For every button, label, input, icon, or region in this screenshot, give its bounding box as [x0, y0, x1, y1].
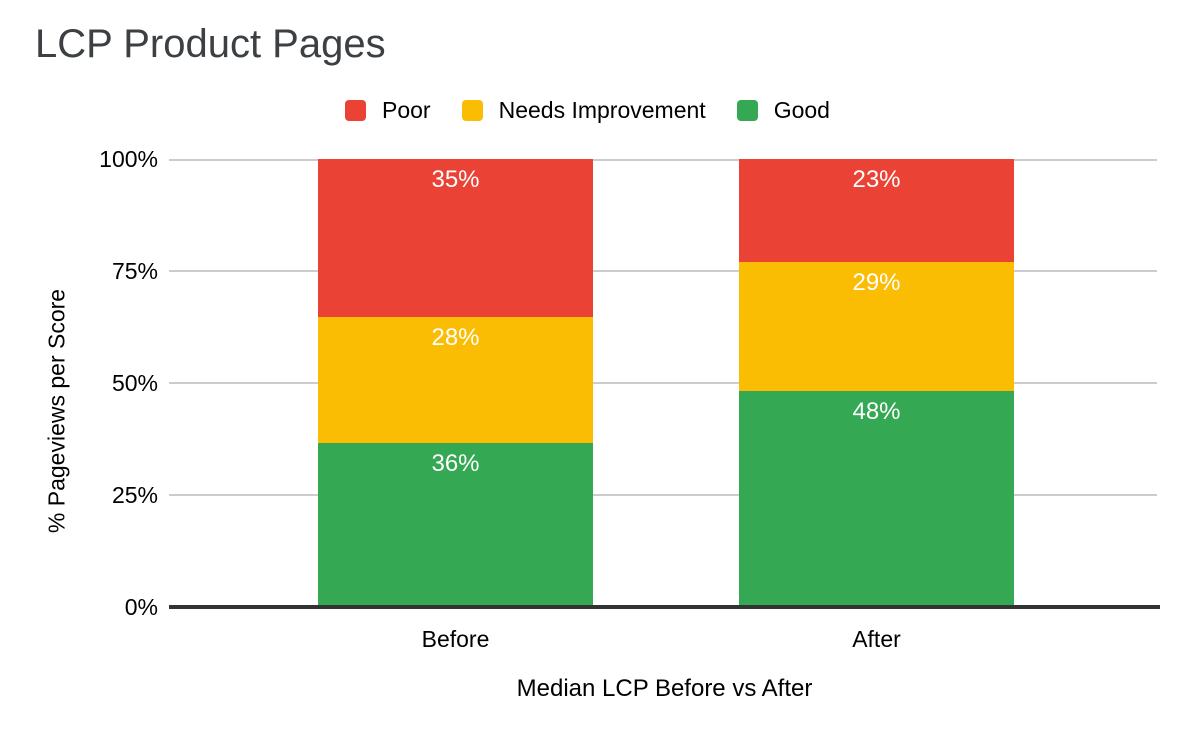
legend-swatch-good-icon — [736, 99, 758, 121]
y-tick-label-0: 0% — [124, 594, 158, 620]
x-category-label-after: After — [852, 626, 901, 652]
gridline-25 — [169, 494, 1157, 496]
bar-segment-label: 28% — [431, 323, 480, 351]
x-category-label-before: Before — [421, 626, 490, 652]
bar-before: 35% 28% 36% — [318, 159, 593, 605]
legend-swatch-poor-icon — [345, 99, 366, 121]
bar-segment-label: 35% — [431, 166, 480, 193]
bar-segment-after-good[interactable]: 48% — [739, 390, 1014, 605]
bar-after: 23% 29% 48% — [739, 159, 1014, 605]
legend-swatch-needs-improvement-icon — [461, 99, 483, 121]
x-axis-title: Median LCP Before vs After — [516, 675, 813, 702]
bar-segment-after-poor[interactable]: 23% — [739, 159, 1014, 262]
legend-item-needs-improvement[interactable]: Needs Improvement — [461, 96, 706, 124]
bar-segment-label: 36% — [431, 449, 480, 477]
legend-label-good: Good — [773, 96, 830, 123]
legend-label-needs-improvement: Needs Improvement — [498, 96, 706, 123]
chart-title: LCP Product Pages — [35, 22, 386, 66]
bar-segment-label: 29% — [852, 268, 901, 296]
bar-segment-before-needs-improvement[interactable]: 28% — [318, 316, 593, 443]
gridline-50 — [169, 382, 1157, 384]
y-tick-label-25: 25% — [111, 482, 158, 508]
legend: Poor Needs Improvement Good — [345, 97, 830, 123]
y-tick-label-50: 50% — [111, 370, 158, 396]
x-axis-line — [169, 605, 1160, 609]
bar-segment-before-good[interactable]: 36% — [318, 442, 593, 605]
bar-segment-label: 48% — [852, 397, 901, 425]
legend-item-good[interactable]: Good — [736, 96, 830, 124]
bar-segment-after-needs-improvement[interactable]: 29% — [739, 261, 1014, 391]
bar-segment-label: 23% — [852, 166, 901, 193]
legend-item-poor[interactable]: Poor — [345, 97, 431, 124]
bar-segment-before-poor[interactable]: 35% — [318, 159, 593, 317]
legend-label-poor: Poor — [382, 96, 431, 123]
gridline-100 — [169, 159, 1157, 161]
gridline-75 — [169, 270, 1157, 272]
y-tick-label-75: 75% — [111, 258, 158, 284]
plot-area: 35% 28% 36% 23% 29% 48% — [169, 159, 1160, 609]
y-tick-label-100: 100% — [99, 146, 158, 172]
